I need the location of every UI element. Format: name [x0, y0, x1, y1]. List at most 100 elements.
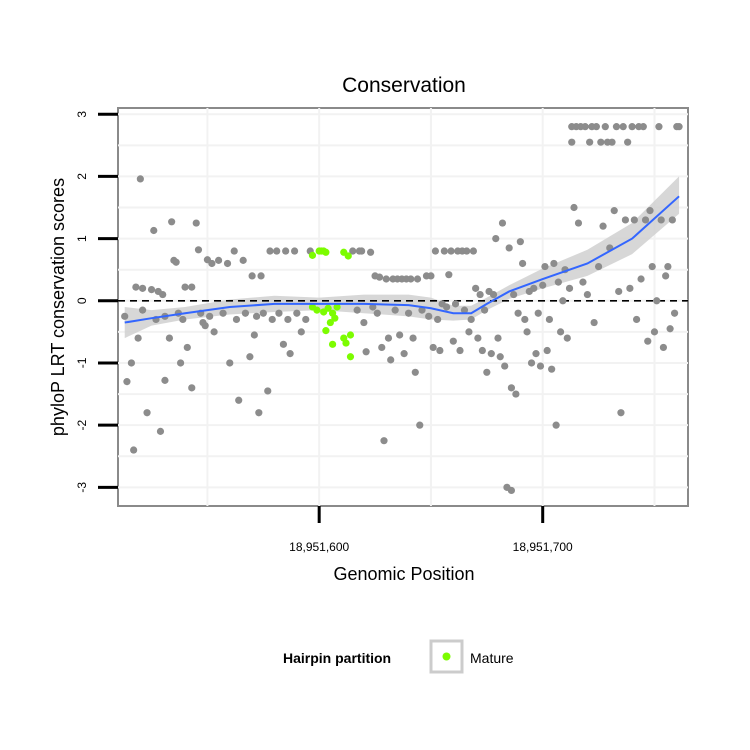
- smooth-ci-band: [124, 176, 680, 339]
- legend-mature-label: Mature: [470, 650, 514, 666]
- point: [563, 334, 571, 342]
- point: [418, 306, 426, 314]
- point: [460, 306, 469, 314]
- point: [445, 271, 453, 279]
- point: [132, 283, 140, 291]
- point: [239, 256, 247, 264]
- point: [646, 207, 654, 215]
- point: [127, 359, 136, 367]
- point: [653, 297, 661, 305]
- point-mature: [328, 340, 337, 348]
- point: [657, 216, 665, 224]
- point: [353, 306, 361, 314]
- point: [601, 123, 609, 131]
- point: [429, 343, 437, 352]
- point: [666, 325, 674, 333]
- point: [380, 437, 388, 445]
- point: [568, 138, 576, 146]
- point: [523, 328, 531, 336]
- point: [123, 378, 131, 386]
- point: [543, 346, 551, 355]
- point: [670, 309, 679, 317]
- point: [650, 328, 659, 336]
- point: [442, 303, 451, 311]
- point: [257, 272, 265, 280]
- point: [382, 275, 390, 283]
- point: [206, 312, 214, 320]
- chart-title: Conservation: [342, 74, 466, 97]
- point: [467, 315, 475, 324]
- point: [241, 309, 250, 317]
- point: [483, 368, 491, 376]
- point: [130, 446, 138, 454]
- point: [615, 287, 623, 296]
- point: [621, 216, 630, 224]
- point: [648, 262, 656, 271]
- point: [159, 290, 167, 299]
- point: [407, 275, 415, 283]
- point: [375, 273, 384, 281]
- point: [165, 334, 174, 342]
- point: [510, 290, 518, 299]
- y-tick-label: 1: [75, 235, 89, 242]
- point: [387, 356, 395, 364]
- point: [210, 328, 218, 336]
- point: [545, 315, 554, 324]
- point: [384, 334, 393, 342]
- point: [536, 362, 545, 370]
- point: [487, 350, 495, 358]
- point: [362, 348, 370, 356]
- point: [514, 309, 522, 317]
- point: [290, 247, 299, 255]
- point: [662, 272, 670, 280]
- point: [608, 138, 616, 146]
- point: [176, 359, 185, 367]
- point: [194, 246, 203, 254]
- point-mature: [313, 306, 321, 314]
- point: [579, 278, 587, 286]
- point: [138, 306, 147, 314]
- point: [541, 262, 549, 271]
- point: [565, 284, 574, 292]
- point: [264, 387, 272, 395]
- point: [284, 315, 292, 324]
- point: [223, 259, 232, 268]
- legend-key: [429, 639, 464, 674]
- point: [425, 312, 433, 320]
- point: [147, 285, 156, 294]
- point: [574, 219, 583, 227]
- point: [282, 247, 290, 255]
- point: [501, 362, 509, 370]
- point: [360, 318, 368, 327]
- y-axis-label: phyloP LRT conservation scores: [48, 178, 68, 436]
- point-mature: [324, 304, 332, 312]
- point: [532, 350, 540, 358]
- point: [632, 315, 641, 324]
- point: [436, 346, 444, 355]
- x-tick-label: 18,951,600: [289, 540, 349, 554]
- y-tick-label: 2: [75, 173, 89, 180]
- point: [255, 409, 263, 417]
- point: [156, 427, 165, 435]
- point: [451, 300, 460, 308]
- point: [456, 346, 464, 355]
- point: [599, 222, 607, 230]
- point: [505, 244, 513, 252]
- point: [161, 376, 169, 384]
- y-axis-ticks: -3 -2 -1 0 1 2 3: [75, 111, 118, 493]
- point: [516, 238, 524, 246]
- point: [664, 262, 672, 271]
- point: [400, 350, 408, 358]
- point: [644, 337, 652, 345]
- point-mature: [322, 248, 330, 256]
- grid: [118, 108, 688, 506]
- point: [521, 315, 529, 324]
- point: [378, 343, 386, 352]
- point: [168, 218, 176, 226]
- point: [279, 340, 288, 348]
- y-tick-label: -1: [75, 357, 89, 368]
- point: [552, 421, 560, 429]
- legend: Hairpin partition Mature: [283, 639, 514, 674]
- point: [581, 123, 589, 131]
- point: [586, 138, 594, 146]
